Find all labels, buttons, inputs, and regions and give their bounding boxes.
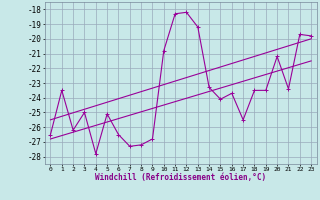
X-axis label: Windchill (Refroidissement éolien,°C): Windchill (Refroidissement éolien,°C) — [95, 173, 266, 182]
